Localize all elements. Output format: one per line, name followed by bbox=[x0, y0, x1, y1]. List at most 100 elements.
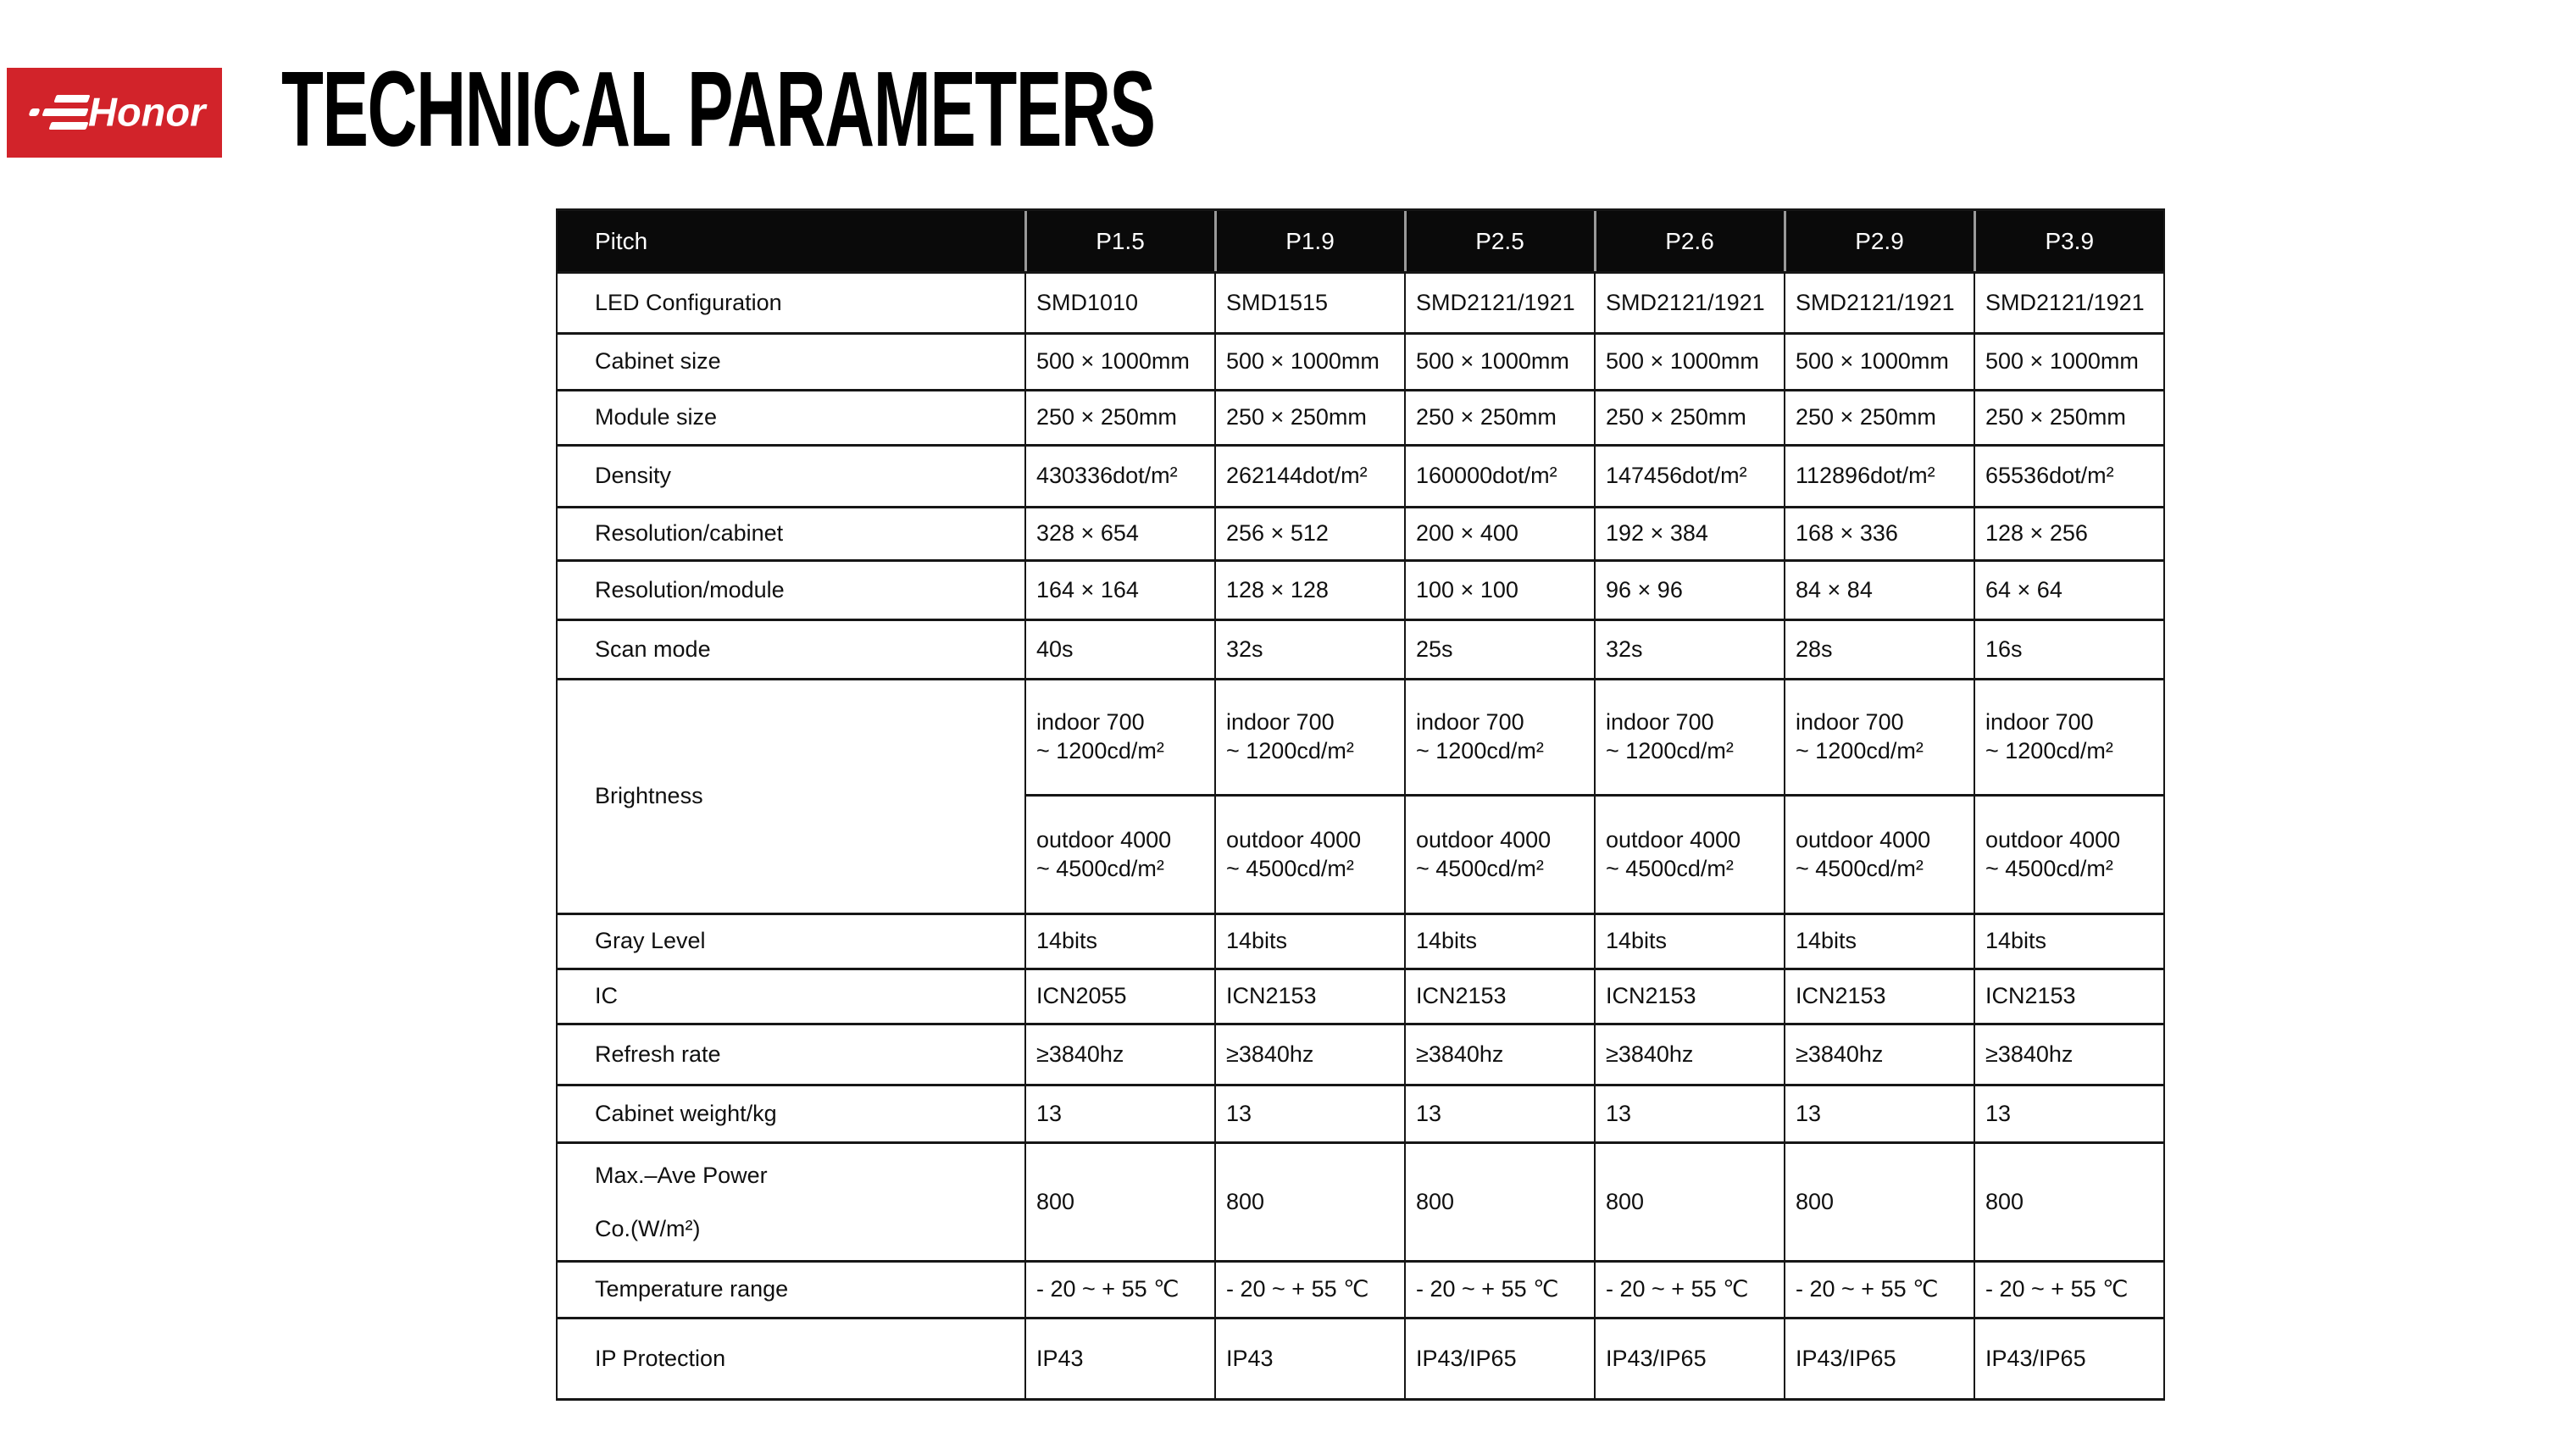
row-cabinet-size: Cabinet size 500 × 1000mm 500 × 1000mm 5… bbox=[556, 332, 2165, 391]
value-cell: 13 bbox=[1214, 1084, 1406, 1144]
value-cell: 14bits bbox=[1214, 913, 1406, 970]
value-cell: outdoor 4000 ~ 4500cd/m² bbox=[1214, 794, 1406, 915]
row-cabinet-weight: Cabinet weight/kg 13 13 13 13 13 13 bbox=[556, 1084, 2165, 1144]
pitch-column-header: P2.6 bbox=[1593, 208, 1785, 274]
row-label: Temperature range bbox=[556, 1260, 1026, 1319]
value-cell: SMD2121/1921 bbox=[1784, 271, 1975, 335]
value-cell: 14bits bbox=[1594, 913, 1785, 970]
speed-line-icon bbox=[53, 95, 91, 103]
value-cell: 14bits bbox=[1974, 913, 2165, 970]
value-cell: 500 × 1000mm bbox=[1974, 332, 2165, 391]
row-label: Scan mode bbox=[556, 619, 1026, 680]
row-led-configuration: LED Configuration SMD1010 SMD1515 SMD212… bbox=[556, 271, 2165, 335]
row-label: Gray Level bbox=[556, 913, 1026, 970]
row-label: Density bbox=[556, 444, 1026, 508]
row-module-size: Module size 250 × 250mm 250 × 250mm 250 … bbox=[556, 389, 2165, 447]
value-cell: - 20 ~ + 55 ℃ bbox=[1214, 1260, 1406, 1319]
value-cell: 32s bbox=[1214, 619, 1406, 680]
row-label: Resolution/module bbox=[556, 559, 1026, 621]
value-cell: 200 × 400 bbox=[1404, 506, 1596, 562]
value-cell: 800 bbox=[1974, 1141, 2165, 1263]
value-cell: indoor 700 ~ 1200cd/m² bbox=[1784, 678, 1975, 797]
pitch-column-header: P2.9 bbox=[1783, 208, 1975, 274]
value-cell: 800 bbox=[1784, 1141, 1975, 1263]
value-cell: 65536dot/m² bbox=[1974, 444, 2165, 508]
row-label: Brightness bbox=[556, 678, 1026, 915]
value-cell: 14bits bbox=[1404, 913, 1596, 970]
value-cell: - 20 ~ + 55 ℃ bbox=[1594, 1260, 1785, 1319]
value-cell: 250 × 250mm bbox=[1214, 389, 1406, 447]
value-cell: 500 × 1000mm bbox=[1784, 332, 1975, 391]
value-cell: outdoor 4000 ~ 4500cd/m² bbox=[1404, 794, 1596, 915]
value-cell: 800 bbox=[1214, 1141, 1406, 1263]
row-brightness-indoor: Brightness indoor 700 ~ 1200cd/m² indoor… bbox=[556, 678, 2165, 915]
value-cell: outdoor 4000 ~ 4500cd/m² bbox=[1974, 794, 2165, 915]
value-cell: 128 × 256 bbox=[1974, 506, 2165, 562]
value-cell: outdoor 4000 ~ 4500cd/m² bbox=[1594, 794, 1785, 915]
value-cell: 96 × 96 bbox=[1594, 559, 1785, 621]
value-cell: 32s bbox=[1594, 619, 1785, 680]
value-cell: 147456dot/m² bbox=[1594, 444, 1785, 508]
value-cell: 128 × 128 bbox=[1214, 559, 1406, 621]
value-cell: 192 × 384 bbox=[1594, 506, 1785, 562]
speed-line-icon bbox=[48, 122, 89, 130]
row-label: Max.–Ave Power Co.(W/m²) bbox=[556, 1141, 1026, 1263]
value-cell: 84 × 84 bbox=[1784, 559, 1975, 621]
value-cell: 262144dot/m² bbox=[1214, 444, 1406, 508]
row-label: Cabinet size bbox=[556, 332, 1026, 391]
value-cell: 800 bbox=[1594, 1141, 1785, 1263]
value-cell: indoor 700 ~ 1200cd/m² bbox=[1214, 678, 1406, 797]
row-label: IC bbox=[556, 968, 1026, 1025]
value-cell: ≥3840hz bbox=[1404, 1023, 1596, 1086]
value-cell: - 20 ~ + 55 ℃ bbox=[1404, 1260, 1596, 1319]
value-cell: SMD2121/1921 bbox=[1974, 271, 2165, 335]
value-cell: 160000dot/m² bbox=[1404, 444, 1596, 508]
row-resolution-cabinet: Resolution/cabinet 328 × 654 256 × 512 2… bbox=[556, 506, 2165, 562]
value-cell: 250 × 250mm bbox=[1974, 389, 2165, 447]
value-cell: - 20 ~ + 55 ℃ bbox=[1784, 1260, 1975, 1319]
value-cell: indoor 700 ~ 1200cd/m² bbox=[1594, 678, 1785, 797]
row-label: Cabinet weight/kg bbox=[556, 1084, 1026, 1144]
speed-line-icon bbox=[42, 108, 89, 116]
row-label: IP Protection bbox=[556, 1317, 1026, 1401]
value-cell: 14bits bbox=[1024, 913, 1216, 970]
row-ip-protection: IP Protection IP43 IP43 IP43/IP65 IP43/I… bbox=[556, 1317, 2165, 1401]
pitch-column-header: P1.5 bbox=[1024, 208, 1216, 274]
value-cell: outdoor 4000 ~ 4500cd/m² bbox=[1024, 794, 1216, 915]
row-scan-mode: Scan mode 40s 32s 25s 32s 28s 16s bbox=[556, 619, 2165, 680]
value-cell: 13 bbox=[1974, 1084, 2165, 1144]
value-cell: 164 × 164 bbox=[1024, 559, 1216, 621]
value-cell: ≥3840hz bbox=[1974, 1023, 2165, 1086]
value-cell: ≥3840hz bbox=[1784, 1023, 1975, 1086]
value-cell: 14bits bbox=[1784, 913, 1975, 970]
pitch-column-header: P2.5 bbox=[1403, 208, 1596, 274]
value-cell: 500 × 1000mm bbox=[1594, 332, 1785, 391]
value-cell: 28s bbox=[1784, 619, 1975, 680]
row-ic: IC ICN2055 ICN2153 ICN2153 ICN2153 ICN21… bbox=[556, 968, 2165, 1025]
value-cell: ICN2153 bbox=[1404, 968, 1596, 1025]
value-cell: IP43/IP65 bbox=[1974, 1317, 2165, 1401]
value-cell: 112896dot/m² bbox=[1784, 444, 1975, 508]
value-cell: 40s bbox=[1024, 619, 1216, 680]
value-cell: 13 bbox=[1784, 1084, 1975, 1144]
value-cell: 800 bbox=[1404, 1141, 1596, 1263]
row-label: LED Configuration bbox=[556, 271, 1026, 335]
row-label: Refresh rate bbox=[556, 1023, 1026, 1086]
value-cell: 500 × 1000mm bbox=[1214, 332, 1406, 391]
row-density: Density 430336dot/m² 262144dot/m² 160000… bbox=[556, 444, 2165, 508]
value-cell: 250 × 250mm bbox=[1404, 389, 1596, 447]
value-cell: IP43 bbox=[1024, 1317, 1216, 1401]
value-cell: - 20 ~ + 55 ℃ bbox=[1974, 1260, 2165, 1319]
row-label: Resolution/cabinet bbox=[556, 506, 1026, 562]
value-cell: 13 bbox=[1404, 1084, 1596, 1144]
value-cell: ICN2153 bbox=[1974, 968, 2165, 1025]
value-cell: ≥3840hz bbox=[1594, 1023, 1785, 1086]
value-cell: SMD1010 bbox=[1024, 271, 1216, 335]
value-cell: ICN2153 bbox=[1784, 968, 1975, 1025]
value-cell: 256 × 512 bbox=[1214, 506, 1406, 562]
value-cell: SMD1515 bbox=[1214, 271, 1406, 335]
row-refresh-rate: Refresh rate ≥3840hz ≥3840hz ≥3840hz ≥38… bbox=[556, 1023, 2165, 1086]
value-cell: 250 × 250mm bbox=[1024, 389, 1216, 447]
row-max-ave-power: Max.–Ave Power Co.(W/m²) 800 800 800 800… bbox=[556, 1141, 2165, 1263]
pitch-header-cell: Pitch bbox=[556, 208, 1026, 274]
